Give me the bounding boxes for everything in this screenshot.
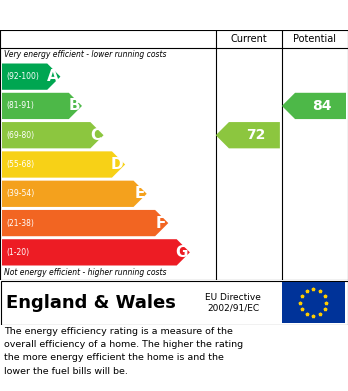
Text: The energy efficiency rating is a measure of the
overall efficiency of a home. T: The energy efficiency rating is a measur… (4, 327, 243, 376)
Text: Not energy efficient - higher running costs: Not energy efficient - higher running co… (4, 268, 166, 277)
Text: 72: 72 (246, 128, 265, 142)
Text: (39-54): (39-54) (6, 189, 34, 198)
Text: (92-100): (92-100) (6, 72, 39, 81)
Polygon shape (2, 93, 82, 119)
Text: England & Wales: England & Wales (6, 294, 176, 312)
Text: Very energy efficient - lower running costs: Very energy efficient - lower running co… (4, 50, 166, 59)
Text: G: G (175, 245, 188, 260)
Text: (81-91): (81-91) (6, 101, 34, 110)
Text: Current: Current (230, 34, 267, 44)
Polygon shape (2, 181, 147, 207)
Text: (21-38): (21-38) (6, 219, 34, 228)
Polygon shape (2, 63, 61, 90)
Text: E: E (134, 186, 145, 201)
Bar (282, 282, 345, 323)
Text: D: D (111, 157, 123, 172)
Text: EU Directive
2002/91/EC: EU Directive 2002/91/EC (205, 293, 261, 312)
Text: (1-20): (1-20) (6, 248, 29, 257)
Text: A: A (47, 69, 58, 84)
Polygon shape (2, 151, 125, 178)
Polygon shape (282, 93, 346, 119)
Text: B: B (68, 99, 80, 113)
Text: F: F (156, 215, 166, 231)
Polygon shape (2, 122, 104, 148)
Text: (55-68): (55-68) (6, 160, 34, 169)
Polygon shape (216, 122, 280, 148)
Polygon shape (2, 210, 168, 236)
Text: Potential: Potential (293, 34, 337, 44)
Text: C: C (90, 128, 102, 143)
Text: 84: 84 (312, 99, 331, 113)
Text: (69-80): (69-80) (6, 131, 34, 140)
Polygon shape (2, 239, 190, 265)
Text: Energy Efficiency Rating: Energy Efficiency Rating (10, 7, 220, 23)
